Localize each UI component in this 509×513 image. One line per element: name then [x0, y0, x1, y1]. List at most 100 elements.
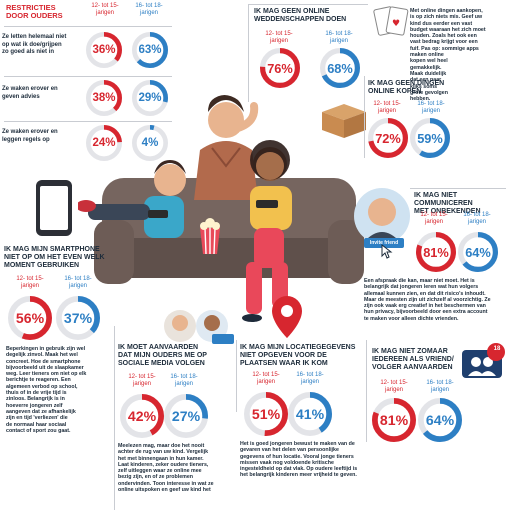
restriction-label: Ze waken erover en geven advies	[2, 86, 58, 100]
ring-graphic	[56, 296, 100, 340]
divider	[366, 340, 367, 442]
percent-ring: 38%	[86, 80, 122, 116]
ring-arc	[132, 32, 168, 68]
kopen-age-a: 12- tot 15- jarigen	[373, 101, 401, 114]
invite-friend-button[interactable]: Invite friend	[364, 238, 404, 248]
percent-value: 81%	[423, 244, 449, 260]
onbekenden-title: IK MAG NIET COMMUNICEREN MET ONBEKENDEN	[414, 192, 481, 215]
ring-graphic	[368, 118, 408, 158]
ring-arc	[8, 296, 52, 340]
ring-arc	[120, 394, 164, 438]
percent-value: 64%	[465, 244, 491, 260]
percent-ring: 41%	[288, 392, 332, 436]
ring-arc	[56, 296, 100, 340]
smartphone-icon	[36, 180, 72, 236]
aanvaarden-title: IK MAG NIET ZOMAAR IEDEREEN ALS VRIEND/ …	[372, 348, 454, 371]
ring-arc	[260, 48, 300, 88]
age-badge: 18	[493, 346, 501, 352]
percent-value: 64%	[425, 412, 455, 428]
percent-ring: 68%	[320, 48, 360, 88]
percent-ring: 56%	[8, 296, 52, 340]
aanvaarden-age-a: 12- tot 15- jarigen	[380, 380, 408, 393]
restriction-label: Ze letten helemaal niet op wat ik doe/gr…	[2, 34, 67, 55]
restriction-row: Ze waken erover en leggen regels op	[2, 123, 167, 165]
weddenschappen-age-a: 12- tot 15- jarigen	[265, 31, 293, 44]
sofa-arm-left	[94, 220, 134, 284]
percent-ring: 63%	[132, 32, 168, 68]
location-pin-icon	[272, 296, 302, 338]
smartphone-text: Beperkingen in gebruik zijn wel degelijk…	[6, 346, 87, 434]
locatie-age-b: 16- tot 18- jarigen	[296, 372, 324, 385]
divider	[4, 121, 172, 122]
percent-value: 81%	[379, 412, 409, 428]
percent-value: 59%	[417, 130, 443, 146]
percent-ring: 42%	[120, 394, 164, 438]
kopen-title: IK MAG GEEN DINGEN ONLINE KOPEN	[368, 80, 445, 95]
ring-arc	[86, 32, 122, 68]
ring-arc	[244, 392, 288, 436]
percent-value: 51%	[251, 406, 281, 422]
ring-arc	[164, 394, 208, 438]
ring-arc	[86, 80, 122, 116]
percent-ring: 64%	[418, 398, 462, 442]
ring-graphic	[8, 296, 52, 340]
volgen-text: Meelezen mag, maar doe het nooit achter …	[118, 443, 214, 494]
percent-value: 56%	[15, 310, 45, 326]
illustration	[60, 95, 364, 322]
svg-text:♥: ♥	[392, 19, 400, 29]
ring-graphic	[86, 125, 122, 161]
divider	[248, 4, 249, 102]
ring-graphic	[164, 394, 208, 438]
divider	[4, 76, 172, 77]
sofa-arm-right	[328, 220, 364, 284]
ring-arc	[418, 398, 462, 442]
percent-ring: 51%	[244, 392, 288, 436]
weddenschappen-title: IK MAG GEEN ONLINE WEDDENSCHAPPEN DOEN	[254, 8, 347, 23]
ring-arc	[458, 232, 498, 272]
weddenschappen-text: Met online dingen aankopen, is op zich n…	[410, 8, 486, 103]
divider	[364, 76, 365, 158]
divider	[410, 188, 506, 189]
cursor-icon	[381, 244, 393, 259]
percent-ring: 76%	[260, 48, 300, 88]
restrictions-age-b: 16- tot 18- jarigen	[135, 3, 163, 16]
ring-arc	[416, 232, 456, 272]
percent-value: 72%	[375, 130, 401, 146]
ring-arc	[86, 125, 122, 161]
percent-value: 37%	[63, 310, 93, 326]
ring-graphic	[244, 392, 288, 436]
percent-value: 38%	[92, 92, 116, 104]
boy-figure	[78, 160, 186, 238]
percent-value: 4%	[141, 137, 159, 149]
locatie-text: Het is goed jongeren bewust te maken van…	[240, 441, 358, 479]
percent-ring: 27%	[164, 394, 208, 438]
smartphone-title: IK MAG MIJN SMARTPHONE NIET OP OM HET EV…	[4, 246, 105, 269]
restrictions-age-a: 12- tot 15- jarigen	[91, 3, 119, 16]
ring-graphic	[120, 394, 164, 438]
smartphone-age-a: 12- tot 15- jarigen	[16, 276, 44, 289]
percent-ring: 24%	[86, 125, 122, 161]
divider	[248, 4, 368, 5]
volgen-title: IK MOET AANVAARDEN DAT MIJN OUDERS ME OP…	[118, 344, 207, 367]
restriction-row: Ze waken erover en geven advies	[2, 78, 167, 120]
popcorn-icon	[200, 218, 220, 255]
onbekenden-age-a: 12- tot 15- jarigen	[420, 212, 448, 225]
percent-ring: 81%	[416, 232, 456, 272]
ring-arc	[368, 118, 408, 158]
percent-value: 41%	[295, 406, 325, 422]
onbekenden-age-b: 16- tot 18- jarigen	[463, 212, 491, 225]
ring-graphic	[288, 392, 332, 436]
percent-value: 76%	[267, 60, 293, 76]
ring-graphic	[416, 232, 456, 272]
percent-ring: 72%	[368, 118, 408, 158]
percent-ring: 59%	[410, 118, 450, 158]
weddenschappen-age-b: 16- tot 18- jarigen	[325, 31, 353, 44]
locatie-age-a: 12- tot 15- jarigen	[252, 372, 280, 385]
percent-value: 27%	[171, 408, 201, 424]
ring-arc	[410, 118, 450, 158]
ring-arc	[372, 398, 416, 442]
percent-value: 24%	[92, 137, 116, 149]
playing-cards-icon: ♥	[373, 6, 409, 36]
volgen-age-b: 16- tot 18- jarigen	[170, 374, 198, 387]
kopen-age-b: 16- tot 18- jarigen	[417, 101, 445, 114]
